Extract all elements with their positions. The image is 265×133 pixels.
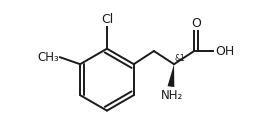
Text: Cl: Cl: [101, 13, 113, 26]
Text: O: O: [191, 17, 201, 30]
Polygon shape: [167, 64, 174, 87]
Text: CH₃: CH₃: [37, 51, 59, 64]
Text: OH: OH: [215, 45, 234, 57]
Text: NH₂: NH₂: [161, 89, 183, 102]
Text: &1: &1: [175, 54, 186, 63]
